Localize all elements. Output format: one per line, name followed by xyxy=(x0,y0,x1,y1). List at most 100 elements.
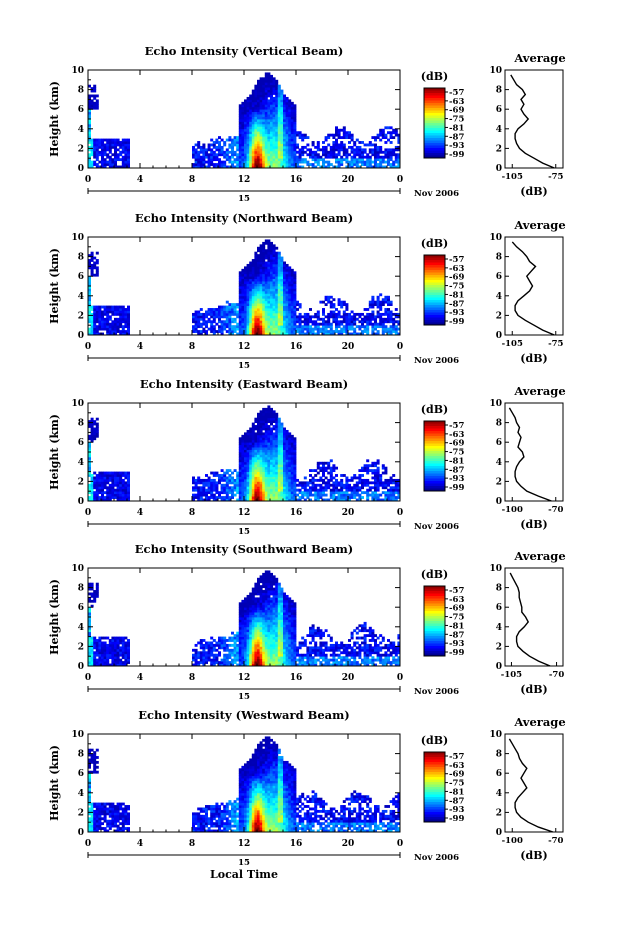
heatmap-cell xyxy=(288,128,292,132)
heatmap-cell xyxy=(366,143,370,147)
heatmap-cell xyxy=(106,658,110,662)
heatmap-cell xyxy=(272,478,276,482)
average-y-tick-label: 10 xyxy=(489,233,502,243)
heatmap-cell xyxy=(249,263,253,267)
heatmap-cell xyxy=(194,148,198,152)
panel-title: Echo Intensity (Southward Beam) xyxy=(135,542,353,556)
heatmap-cell xyxy=(257,420,260,423)
heatmap-cell xyxy=(121,498,125,502)
heatmap-cell xyxy=(259,332,263,336)
heatmap-cell xyxy=(288,439,292,443)
heatmap-cell xyxy=(124,165,128,169)
heatmap-cell xyxy=(332,488,336,492)
heatmap-cell xyxy=(345,486,349,490)
heatmap-cell xyxy=(259,109,263,113)
heatmap-cell xyxy=(355,332,359,336)
heatmap-cell xyxy=(212,145,216,149)
heatmap-cell xyxy=(246,486,250,490)
heatmap-cell xyxy=(270,94,273,98)
heatmap-cell xyxy=(264,145,268,149)
heatmap-cell xyxy=(272,101,276,105)
heatmap-cell xyxy=(90,488,94,492)
heatmap-cell xyxy=(298,160,302,164)
heatmap-cell xyxy=(293,325,297,329)
heatmap-cell xyxy=(358,486,362,490)
colorbar-band xyxy=(424,456,445,459)
heatmap-cell xyxy=(246,263,250,267)
heatmap-cell xyxy=(244,271,247,275)
heatmap-cell xyxy=(332,483,336,487)
heatmap-cell xyxy=(220,163,224,166)
heatmap-cell xyxy=(238,437,242,441)
heatmap-cell xyxy=(251,271,255,275)
heatmap-cell xyxy=(249,158,253,162)
heatmap-cell xyxy=(277,449,281,453)
heatmap-cell xyxy=(387,488,390,492)
colorbar-band xyxy=(424,275,445,278)
heatmap-cell xyxy=(301,153,305,157)
heatmap-cell xyxy=(285,276,289,280)
heatmap-cell xyxy=(90,648,94,652)
heatmap-cell xyxy=(90,251,94,255)
heatmap-cell xyxy=(327,498,331,502)
heatmap-cell xyxy=(272,254,276,257)
heatmap-cell xyxy=(335,488,338,492)
heatmap-cell xyxy=(257,131,260,135)
heatmap-cell xyxy=(288,454,292,458)
heatmap-cell xyxy=(101,651,104,655)
colorbar-band xyxy=(424,93,445,96)
heatmap-cell xyxy=(127,471,130,475)
heatmap-cell xyxy=(249,449,253,453)
heatmap-cell xyxy=(114,643,117,647)
heatmap-cell xyxy=(251,425,255,428)
heatmap-cell xyxy=(335,496,338,499)
heatmap-cell xyxy=(231,305,234,309)
colorbar-band xyxy=(424,100,445,104)
heatmap-cell xyxy=(311,150,315,154)
heatmap-cell xyxy=(197,315,201,319)
heatmap-cell xyxy=(270,96,273,100)
heatmap-cell xyxy=(264,325,268,329)
heatmap-cell xyxy=(270,143,273,147)
heatmap-cell xyxy=(101,325,104,329)
heatmap-cell xyxy=(90,330,94,333)
heatmap-cell xyxy=(379,325,383,329)
heatmap-cell xyxy=(296,327,299,331)
x-tick-label: 8 xyxy=(189,342,195,352)
heatmap-cell xyxy=(95,653,99,657)
heatmap-cell xyxy=(272,266,276,270)
heatmap-cell xyxy=(88,641,91,645)
heatmap-cell xyxy=(111,320,115,324)
heatmap-cell xyxy=(264,293,268,297)
heatmap-cell xyxy=(88,84,91,88)
heatmap-cell xyxy=(280,429,284,433)
heatmap-cell xyxy=(267,456,271,460)
heatmap-cell xyxy=(329,474,333,477)
heatmap-cell xyxy=(355,488,359,492)
heatmap-cell xyxy=(111,153,115,157)
heatmap-cell xyxy=(322,474,325,477)
heatmap-cell xyxy=(332,332,336,336)
heatmap-cell xyxy=(285,315,289,319)
heatmap-cell xyxy=(283,128,286,132)
heatmap-cell xyxy=(342,153,346,157)
heatmap-cell xyxy=(379,303,383,306)
heatmap-cell xyxy=(249,310,253,314)
heatmap-cell xyxy=(241,474,245,477)
heatmap-cell xyxy=(88,263,91,267)
heatmap-cell xyxy=(285,300,289,304)
heatmap-cell xyxy=(225,317,229,321)
heatmap-cell xyxy=(249,332,253,336)
heatmap-cell xyxy=(127,648,130,652)
heatmap-cell xyxy=(275,315,279,319)
heatmap-cell xyxy=(254,425,258,428)
heatmap-cell xyxy=(389,158,393,162)
heatmap-cell xyxy=(218,305,221,309)
heatmap-cell xyxy=(303,312,307,316)
heatmap-cell xyxy=(259,417,263,421)
heatmap-cell xyxy=(259,312,263,316)
heatmap-cell xyxy=(98,327,102,331)
heatmap-cell xyxy=(280,116,284,120)
heatmap-cell xyxy=(270,79,273,83)
average-profile-line xyxy=(508,407,552,502)
